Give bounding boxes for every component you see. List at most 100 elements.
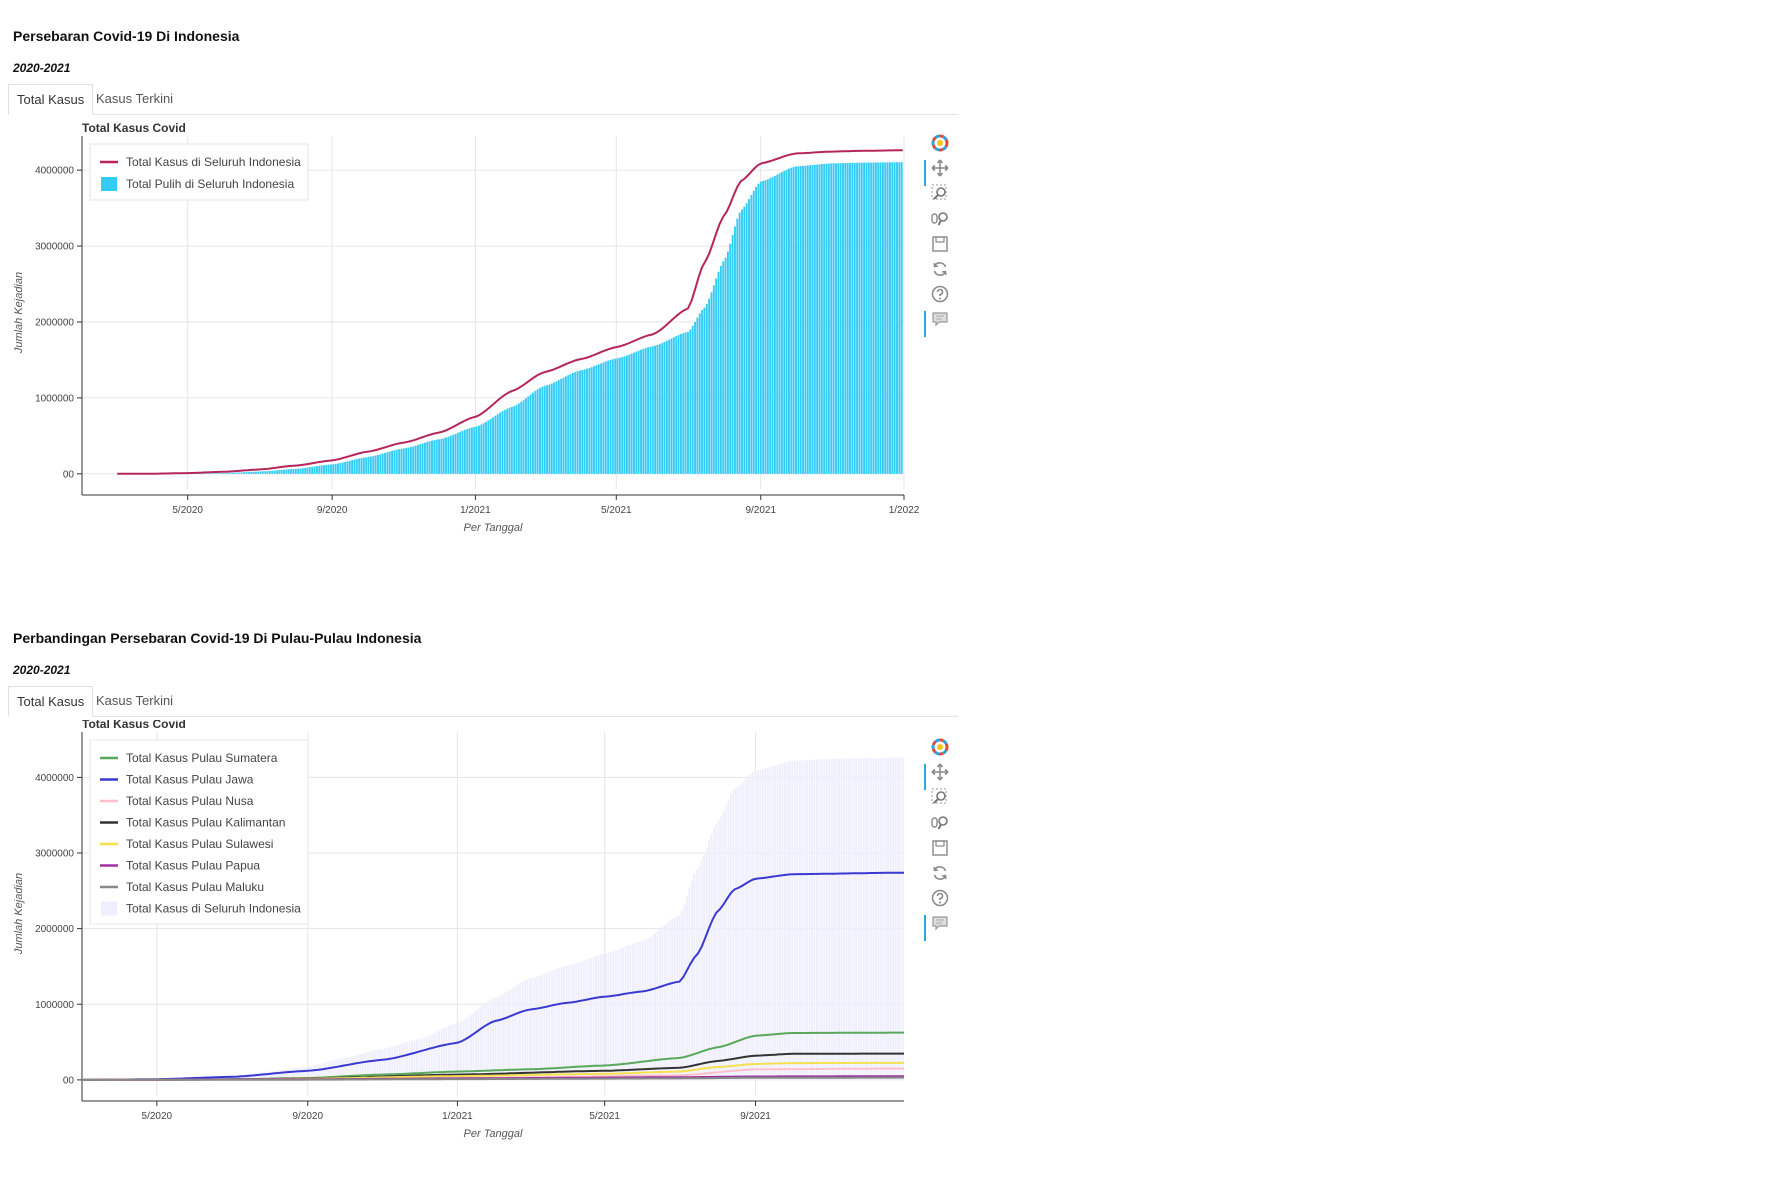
bar xyxy=(778,173,781,474)
bar xyxy=(593,366,595,474)
bar xyxy=(712,285,715,474)
bar xyxy=(695,869,698,1080)
bar xyxy=(627,945,629,1080)
bar xyxy=(546,385,549,474)
bar xyxy=(795,166,797,474)
tab-kasus-terkini[interactable]: Kasus Terkini xyxy=(96,91,174,106)
bar xyxy=(376,1049,379,1080)
axes: 00 1000000 2000000 3000000 4000000 5/2020 9/20… xyxy=(35,136,920,516)
bar xyxy=(647,347,650,474)
hover-icon[interactable] xyxy=(924,310,955,338)
tab-total-kasus[interactable]: Total Kasus xyxy=(8,84,94,115)
bar xyxy=(804,165,807,474)
bar xyxy=(241,1074,244,1080)
bar xyxy=(587,958,590,1080)
bar xyxy=(565,965,568,1080)
x-tick-label: 1/2021 xyxy=(460,505,491,516)
bar xyxy=(671,919,674,1080)
bar xyxy=(455,1023,458,1080)
bar xyxy=(403,1042,406,1080)
bar xyxy=(421,443,424,474)
bar xyxy=(523,980,526,1080)
bar xyxy=(809,165,812,474)
save-icon[interactable] xyxy=(925,839,955,865)
bar xyxy=(311,466,314,474)
bar xyxy=(755,186,758,474)
bar xyxy=(261,1072,264,1080)
bar xyxy=(715,278,718,474)
pan-icon[interactable] xyxy=(924,763,955,791)
bar xyxy=(646,938,649,1080)
bar xyxy=(531,977,534,1080)
bar xyxy=(543,385,546,474)
x-tick-label: 9/2020 xyxy=(317,505,348,516)
bar xyxy=(666,922,669,1080)
bar xyxy=(602,953,605,1080)
bar xyxy=(400,448,403,474)
bar xyxy=(834,163,837,474)
bar xyxy=(845,758,848,1080)
bar xyxy=(229,472,231,474)
bar xyxy=(759,769,762,1080)
bar xyxy=(641,940,644,1080)
bar xyxy=(597,955,600,1080)
bar xyxy=(447,436,450,474)
bar xyxy=(479,1006,482,1080)
bokeh-logo-icon[interactable] xyxy=(925,738,955,764)
bar xyxy=(744,778,747,1080)
pan-icon[interactable] xyxy=(924,159,955,187)
legend-entry: Total Pulih di Seluruh Indonesia xyxy=(126,177,294,191)
wheel-zoom-icon[interactable] xyxy=(925,210,955,236)
bar xyxy=(521,981,524,1080)
bar xyxy=(796,760,799,1080)
bar xyxy=(745,203,748,474)
bar xyxy=(355,458,358,474)
bar xyxy=(327,464,330,474)
tab-kasus-terkini[interactable]: Kasus Terkini xyxy=(96,693,174,708)
bar xyxy=(465,1018,468,1080)
box-zoom-icon[interactable] xyxy=(925,184,955,210)
hover-icon[interactable] xyxy=(924,914,955,942)
wheel-zoom-icon[interactable] xyxy=(925,814,955,840)
bar xyxy=(793,760,796,1080)
bar xyxy=(398,449,401,474)
bar xyxy=(513,406,516,474)
legend-entry: Total Kasus Pulau Jawa xyxy=(126,773,254,787)
bar xyxy=(860,758,863,1080)
bar xyxy=(602,362,605,474)
bar xyxy=(683,904,686,1080)
bar xyxy=(717,820,720,1080)
bar xyxy=(607,952,610,1080)
bar xyxy=(882,757,885,1080)
bar xyxy=(849,162,851,474)
bar xyxy=(247,471,250,474)
bar xyxy=(389,1047,391,1080)
bar xyxy=(865,162,868,474)
tab-total-kasus[interactable]: Total Kasus xyxy=(8,686,94,717)
bar xyxy=(344,1057,347,1080)
bar xyxy=(428,1035,431,1080)
help-icon[interactable] xyxy=(925,889,955,915)
bar xyxy=(896,162,898,474)
bar xyxy=(381,453,384,474)
bar xyxy=(280,469,283,474)
bar xyxy=(611,359,614,474)
help-icon[interactable] xyxy=(925,285,955,311)
bar xyxy=(705,847,708,1080)
bar xyxy=(816,164,819,474)
bar xyxy=(555,381,558,474)
save-icon[interactable] xyxy=(925,235,955,261)
bar xyxy=(341,462,344,474)
bar xyxy=(797,166,800,474)
bar xyxy=(719,265,722,474)
box-zoom-icon[interactable] xyxy=(925,788,955,814)
bar xyxy=(543,973,546,1080)
reset-icon[interactable] xyxy=(925,864,955,890)
bar xyxy=(425,1036,428,1080)
bar xyxy=(884,757,887,1080)
bar xyxy=(622,947,625,1080)
bar xyxy=(281,1070,283,1080)
bokeh-logo-icon[interactable] xyxy=(925,134,955,160)
bar xyxy=(785,169,788,474)
reset-icon[interactable] xyxy=(925,260,955,286)
